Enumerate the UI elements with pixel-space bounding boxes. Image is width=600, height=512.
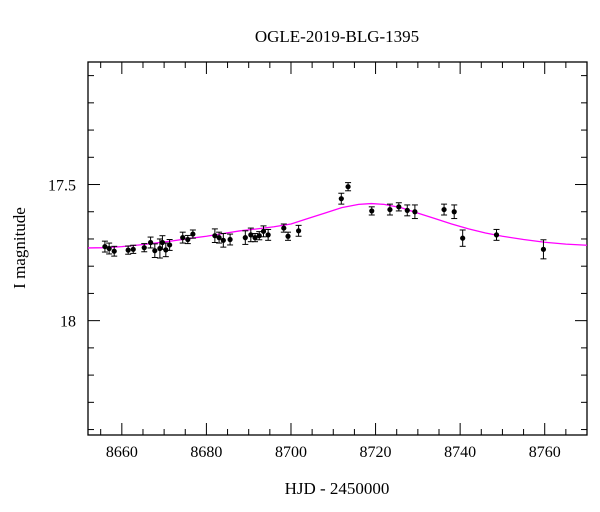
y-axis-label: I magnitude (10, 207, 29, 289)
data-point (125, 245, 132, 255)
data-marker (190, 231, 196, 237)
data-marker (212, 233, 218, 239)
data-point (184, 234, 191, 245)
data-marker (111, 248, 117, 254)
data-marker (256, 233, 262, 239)
x-tick-label: 8760 (529, 444, 561, 461)
data-point (216, 231, 223, 244)
data-marker (493, 232, 500, 238)
axis-ticks (88, 62, 588, 435)
data-point (147, 236, 154, 249)
data-marker (152, 248, 158, 254)
data-marker (130, 246, 136, 252)
tick-labels: 8660 8680 8700 8720 8740 8760 17.5 18 (48, 178, 561, 461)
data-marker (157, 245, 163, 252)
data-marker (345, 184, 351, 190)
data-marker (369, 208, 375, 214)
data-point (345, 182, 352, 192)
data-marker (396, 204, 402, 210)
data-point (189, 229, 196, 239)
data-point (295, 224, 302, 237)
data-marker (338, 196, 344, 202)
y-tick-label: 17.5 (48, 178, 76, 195)
data-marker (163, 247, 169, 253)
data-point (242, 230, 249, 245)
x-tick-label: 8680 (190, 444, 222, 461)
data-point (285, 231, 292, 241)
data-point (540, 239, 547, 260)
x-axis-label: HJD - 2450000 (285, 479, 390, 498)
data-point (411, 204, 418, 220)
data-points (101, 182, 547, 260)
data-marker (441, 206, 447, 213)
data-marker (404, 207, 410, 213)
chart-title: OGLE-2019-BLG-1395 (255, 27, 419, 46)
data-point (265, 228, 272, 241)
data-marker (167, 242, 173, 248)
data-marker (216, 235, 222, 241)
data-point (395, 202, 402, 212)
data-marker (387, 206, 393, 213)
x-tick-label: 8720 (360, 444, 392, 461)
data-point (451, 204, 458, 220)
data-marker (141, 245, 147, 251)
data-point (493, 228, 500, 241)
data-point (459, 229, 466, 247)
data-point (106, 242, 113, 255)
data-point (179, 231, 186, 244)
data-marker (265, 232, 271, 238)
data-marker (227, 236, 233, 243)
plot-area (88, 182, 587, 260)
data-marker (159, 239, 166, 246)
data-point (151, 243, 158, 258)
data-point (111, 245, 118, 257)
data-marker (220, 237, 226, 243)
data-marker (451, 209, 457, 215)
data-point (220, 233, 227, 248)
data-point (368, 206, 375, 216)
data-marker (242, 235, 248, 241)
data-marker (102, 243, 108, 250)
data-marker (106, 245, 112, 252)
data-marker (260, 228, 267, 234)
data-point (338, 192, 345, 205)
data-point (252, 233, 259, 243)
data-marker (460, 235, 466, 241)
data-marker (125, 247, 131, 253)
data-marker (185, 236, 191, 243)
data-point (101, 240, 108, 253)
data-marker (285, 233, 291, 239)
data-point (211, 228, 218, 244)
x-tick-label: 8740 (444, 444, 476, 461)
x-tick-label: 8700 (275, 444, 307, 461)
data-point (162, 242, 169, 258)
data-marker (540, 246, 547, 252)
data-point (227, 233, 234, 246)
data-marker (180, 235, 186, 241)
data-point (130, 244, 137, 254)
plot-frame (87, 61, 588, 436)
y-tick-label: 18 (60, 314, 76, 331)
data-marker (252, 235, 258, 241)
data-point (166, 239, 173, 251)
data-point (441, 203, 448, 216)
data-marker (412, 209, 418, 215)
data-point (141, 243, 148, 253)
data-marker (295, 228, 302, 234)
data-point (386, 203, 393, 216)
data-point (260, 225, 267, 238)
x-tick-label: 8660 (106, 444, 138, 461)
data-point (404, 204, 411, 217)
data-marker (281, 225, 287, 231)
